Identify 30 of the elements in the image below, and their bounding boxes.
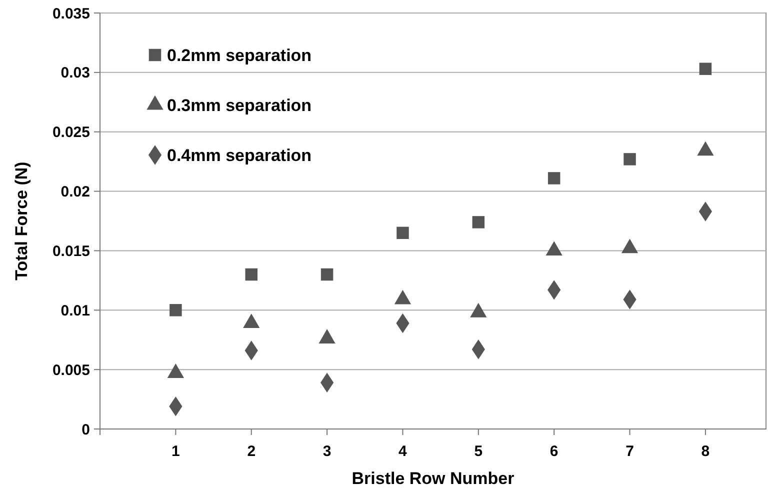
y-tick-label: 0.005 bbox=[52, 362, 90, 379]
y-tick-label: 0.02 bbox=[60, 184, 90, 201]
x-tick-label: 4 bbox=[398, 443, 408, 460]
legend-label: 0.4mm separation bbox=[167, 146, 312, 165]
y-tick-label: 0.025 bbox=[52, 124, 90, 142]
x-tick-label: 7 bbox=[626, 443, 634, 460]
x-axis-title: Bristle Row Number bbox=[352, 469, 515, 488]
point bbox=[624, 153, 636, 166]
point bbox=[472, 216, 485, 228]
x-tick-label: 2 bbox=[247, 443, 256, 460]
legend-label: 0.3mm separation bbox=[167, 96, 312, 115]
x-tick-label: 3 bbox=[322, 443, 332, 460]
y-tick-label: 0.015 bbox=[52, 242, 90, 260]
y-tick-label: 0.035 bbox=[52, 5, 90, 22]
point bbox=[396, 226, 409, 240]
y-tick-label: 0 bbox=[82, 421, 90, 438]
y-tick-label: 0.03 bbox=[60, 64, 90, 82]
y-axis-title: Total Force (N) bbox=[12, 162, 31, 280]
y-tick-label: 0.01 bbox=[60, 302, 90, 320]
point bbox=[698, 202, 712, 222]
point bbox=[170, 304, 182, 316]
point bbox=[548, 172, 560, 184]
point bbox=[245, 268, 258, 281]
x-tick-label: 1 bbox=[172, 443, 180, 460]
point bbox=[699, 62, 712, 75]
x-tick-label: 8 bbox=[701, 443, 710, 460]
legend-label: 0.2mm separation bbox=[167, 46, 312, 65]
x-tick-label: 5 bbox=[474, 443, 483, 460]
x-tick-label: 6 bbox=[550, 443, 558, 460]
point bbox=[320, 268, 334, 281]
